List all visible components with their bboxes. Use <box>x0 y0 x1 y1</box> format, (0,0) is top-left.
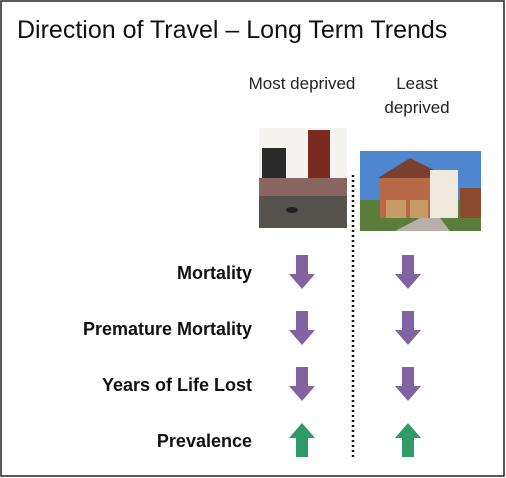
row-label: Mortality <box>177 263 252 283</box>
column-header: Least deprived <box>362 72 472 120</box>
photo-most-deprived <box>259 128 347 228</box>
column-header: Most deprived <box>247 72 357 96</box>
photo-least-deprived <box>360 151 481 231</box>
row-label: Prevalence <box>157 431 252 451</box>
row-label: Premature Mortality <box>83 319 252 339</box>
title: Direction of Travel – Long Term Trends <box>17 16 447 44</box>
row-label: Years of Life Lost <box>102 375 252 395</box>
slide: Direction of Travel – Long Term Trends M… <box>0 0 506 478</box>
